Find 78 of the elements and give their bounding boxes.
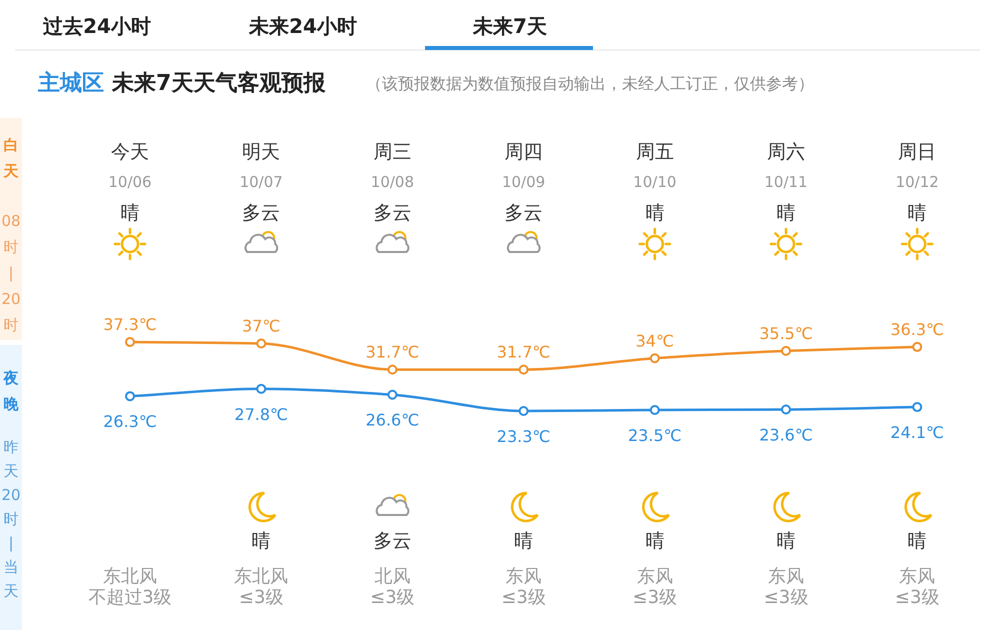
data-label: 26.3℃ bbox=[103, 412, 157, 432]
point bbox=[256, 338, 266, 348]
chart-title: 主城区 未来7天天气客观预报 bbox=[37, 70, 326, 96]
text: 晴 bbox=[252, 530, 271, 552]
text: 不超过3级 bbox=[88, 587, 172, 608]
text: 未来7天 bbox=[472, 14, 547, 38]
point bbox=[912, 342, 922, 352]
text: ≤3级 bbox=[764, 587, 808, 608]
text: 北风 bbox=[374, 566, 410, 587]
data-label: 35.5℃ bbox=[759, 324, 813, 343]
text: 10/07 bbox=[240, 173, 283, 191]
text: 10/08 bbox=[370, 173, 414, 191]
x-tick-label: 周五 bbox=[636, 141, 674, 163]
text: 晴 bbox=[908, 530, 927, 552]
point bbox=[125, 337, 135, 347]
point bbox=[256, 384, 266, 394]
text: 多云 bbox=[373, 202, 412, 224]
point bbox=[518, 364, 529, 375]
text: 10/09 bbox=[502, 173, 546, 191]
data-label: 23.3℃ bbox=[496, 427, 550, 446]
text: 晴 bbox=[120, 202, 140, 224]
text: 东风 bbox=[768, 566, 804, 587]
text: ≤3级 bbox=[238, 587, 284, 608]
text: ≤3级 bbox=[370, 587, 415, 608]
data-label: 36.3℃ bbox=[890, 320, 944, 339]
text: 昨天20时|当天 bbox=[1, 438, 21, 600]
text: 10/11 bbox=[764, 173, 808, 191]
text: 多云 bbox=[373, 530, 412, 552]
data-label: 24.1℃ bbox=[890, 423, 944, 442]
data-label: 23.6℃ bbox=[759, 426, 813, 445]
text: 晴 bbox=[645, 530, 664, 552]
chart-subtitle: （该预报数据为数值预报自动输出，未经人工订正，仅供参考） bbox=[366, 74, 814, 93]
data-label: 37℃ bbox=[242, 316, 280, 336]
data-label: 34℃ bbox=[636, 331, 674, 350]
text: 夜晚 bbox=[2, 369, 20, 413]
point bbox=[125, 391, 135, 402]
text: 过去24小时 bbox=[42, 14, 151, 38]
text: 东北风 bbox=[103, 566, 157, 587]
data-label: 27.8℃ bbox=[234, 404, 288, 424]
x-tick-label: 明天 bbox=[242, 141, 280, 163]
data-label: 26.6℃ bbox=[366, 410, 420, 430]
x-tick-label: 周日 bbox=[898, 141, 936, 163]
text: 10/12 bbox=[896, 173, 939, 191]
data-label: 37.3℃ bbox=[103, 315, 157, 334]
text: 晴 bbox=[776, 202, 796, 224]
point bbox=[781, 404, 791, 415]
point bbox=[650, 405, 660, 416]
text: 晴 bbox=[776, 530, 796, 552]
text: 东北风 bbox=[234, 566, 288, 587]
text: ≤3级 bbox=[894, 587, 940, 608]
x-tick-label: 今天 bbox=[111, 141, 149, 163]
data-label: 23.5℃ bbox=[628, 426, 682, 446]
text: 晴 bbox=[645, 202, 664, 224]
point bbox=[387, 390, 398, 400]
data-label: 31.7℃ bbox=[366, 342, 420, 362]
text: 晴 bbox=[514, 530, 534, 552]
point bbox=[518, 406, 529, 416]
point bbox=[650, 353, 660, 364]
x-tick-label: 周四 bbox=[504, 141, 543, 163]
point bbox=[912, 402, 922, 412]
text: 白天 bbox=[2, 136, 20, 180]
x-tick-label: 周六 bbox=[767, 141, 805, 163]
text: ≤3级 bbox=[632, 587, 678, 608]
text: 多云 bbox=[242, 202, 280, 224]
text: 东风 bbox=[899, 566, 936, 587]
text: 多云 bbox=[504, 202, 543, 224]
text: 东风 bbox=[636, 566, 673, 587]
text: 东风 bbox=[506, 566, 542, 587]
text: 10/06 bbox=[108, 173, 152, 191]
text: 08时|20时 bbox=[1, 212, 21, 334]
point bbox=[387, 364, 398, 375]
text: ≤3级 bbox=[501, 587, 546, 608]
text: 晴 bbox=[908, 202, 927, 224]
text: 未来24小时 bbox=[248, 14, 357, 38]
x-tick-label: 周三 bbox=[373, 141, 412, 163]
point bbox=[781, 346, 791, 356]
data-label: 31.7℃ bbox=[496, 342, 550, 362]
text: 10/10 bbox=[633, 173, 676, 191]
